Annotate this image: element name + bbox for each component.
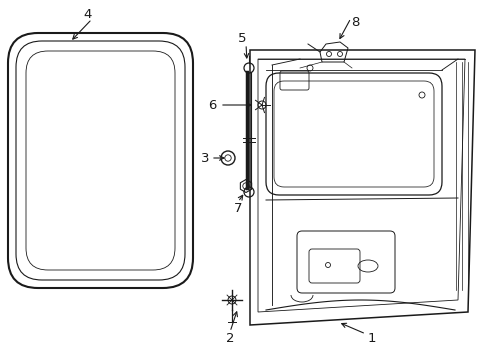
Text: 5: 5: [237, 31, 246, 45]
Text: 2: 2: [225, 332, 234, 345]
Text: 1: 1: [367, 332, 375, 345]
Text: 7: 7: [233, 202, 242, 215]
Text: 3: 3: [201, 152, 209, 165]
Text: 4: 4: [83, 9, 92, 22]
Text: 8: 8: [350, 15, 359, 28]
Text: 6: 6: [207, 99, 216, 112]
